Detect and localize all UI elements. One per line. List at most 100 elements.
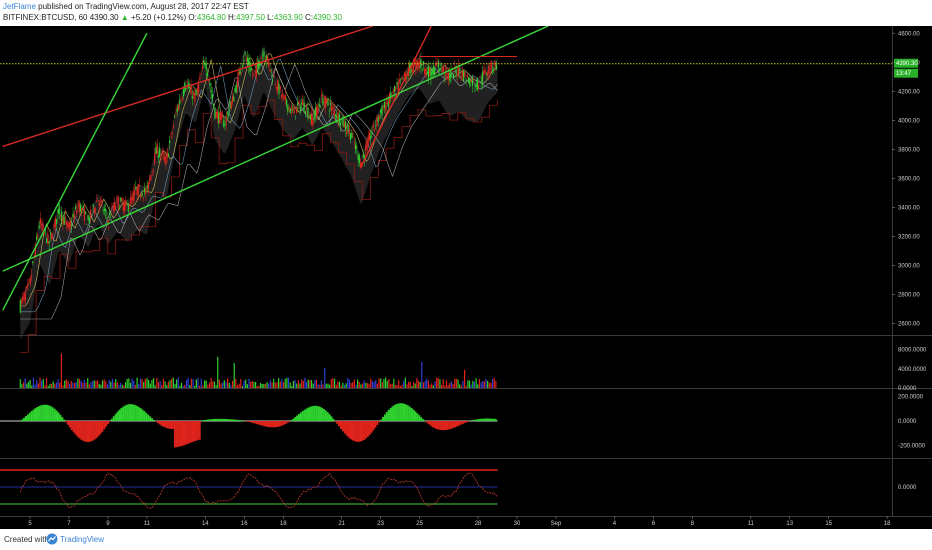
volume-bar [24,378,26,388]
author-link[interactable]: JetFlame [3,2,36,11]
volume-bar [396,384,398,388]
candle-body [273,75,275,77]
volume-bar [398,379,400,388]
oscillator-bar [450,421,453,429]
candle-body [265,55,268,61]
price-axis[interactable]: 2600.00 2800.00 3000.00 3200.00 3400.00 3600.… [892,31,927,491]
oscillator-bar [473,419,476,422]
oscillator-bar [420,417,423,422]
candle-body [117,196,119,207]
oscillator-tick-label: -200.0000 [898,444,926,450]
candle-body [339,122,342,126]
oscillator-bar [139,408,142,422]
candle-body [357,154,359,160]
oscillator-bar [401,403,404,422]
volume-bar [264,383,267,388]
volume-bar [207,384,209,388]
volume-bar [292,380,295,388]
candle-body [368,133,371,141]
candle-body [95,209,97,211]
chart-canvas[interactable]: 2600.00 2800.00 3000.00 3200.00 3400.00 3600.… [0,26,932,529]
time-tick-label: 4 [613,521,617,527]
tradingview-brand[interactable]: TradingView [60,535,105,544]
oscillator-bar [158,421,161,425]
candle-body [302,100,304,106]
oscillator-bar [483,418,486,422]
price-tick-label: 4200.00 [898,89,920,95]
volume-bar [365,382,367,388]
candle-body [96,201,98,203]
oscillator-bar [131,404,134,422]
green-channel-lower [2,32,148,311]
oscillator-bar [330,416,333,422]
candle-body [306,107,308,109]
candle-body [474,86,476,88]
volume-bar [475,378,477,388]
volume-bar [103,379,105,388]
price-change: +5.20 (+0.12%) [131,13,187,22]
oscillator-pane[interactable] [0,403,498,448]
oscillator-bar [456,421,459,427]
volume-bar [287,377,290,388]
oscillator-bar [349,421,352,440]
volume-pane[interactable] [19,353,497,388]
oscillator-bar [271,421,274,428]
momentum-pane[interactable] [0,469,498,509]
candle-body [64,217,67,218]
volume-bar [111,378,114,388]
candle-body [479,77,481,78]
candle-body [312,117,314,126]
volume-bar [478,379,481,388]
candle-body [87,215,89,220]
candle-body [135,186,137,190]
volume-bar [200,378,202,388]
volume-bar [274,382,276,388]
candle-body [59,215,62,217]
oscillator-bar [318,406,321,422]
oscillator-bar [252,421,255,423]
time-axis[interactable]: 5 7 9 11 14 16 18 21 23 25 28 30 Sep 4 6 8 11 13 15 18 [28,516,891,527]
candle-body [146,185,148,189]
candle-body [160,154,162,158]
candle-body [272,79,274,81]
price-pane[interactable] [0,26,892,353]
candle-body [233,96,235,102]
high-label: H: [228,13,237,22]
oscillator-bar [120,407,123,422]
candle-body [28,280,30,282]
candle-body [240,71,242,73]
oscillator-bar [366,421,369,437]
volume-bar [194,385,196,388]
volume-bar [294,379,296,388]
candle-body [431,71,433,76]
volume-bar [327,383,329,388]
volume-bar [342,382,344,388]
candle-body [130,197,132,205]
candle-body [434,67,436,76]
oscillator-bar [70,421,73,430]
oscillator-bar [173,421,176,448]
volume-bar [49,383,51,388]
candle-body [401,76,403,79]
volume-bar [449,382,451,388]
candle-body [120,198,122,201]
oscillator-bar [191,421,194,443]
candle-body [403,72,406,77]
oscillator-bar [105,421,108,427]
oscillator-bar [485,418,488,422]
oscillator-bar [486,418,489,422]
candle-body [484,69,486,75]
chart-area[interactable]: 2600.00 2800.00 3000.00 3200.00 3400.00 3600.… [0,26,932,529]
volume-bar [41,380,43,388]
oscillator-bar [242,420,245,422]
oscillator-bar [66,421,69,425]
oscillator-bar [78,421,81,439]
candle-body [180,99,182,101]
volume-bar [151,380,153,388]
volume-bar [289,382,291,388]
volume-bar [317,384,319,388]
candle-body [46,238,48,243]
volume-bar [156,377,158,388]
volume-bar [266,382,268,388]
volume-bar [174,383,176,388]
